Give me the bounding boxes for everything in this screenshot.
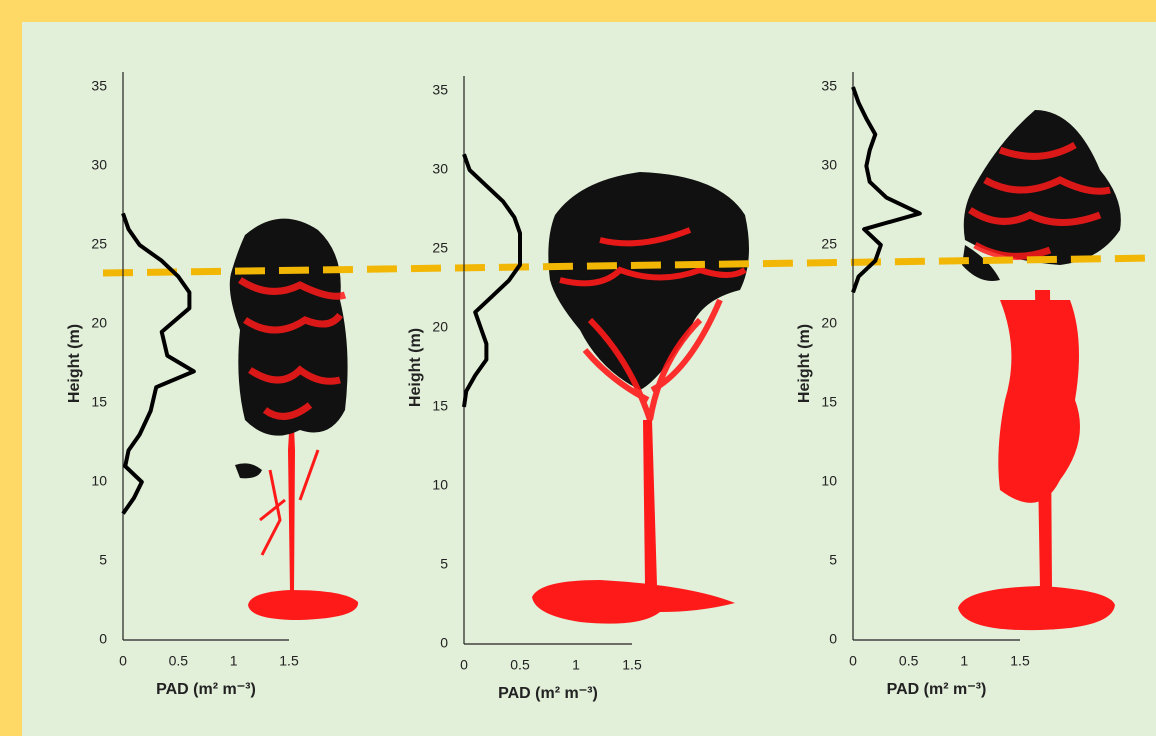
y-tick-label: 5: [99, 552, 107, 568]
x-tick-label: 1.5: [279, 653, 299, 669]
x-axis-label: PAD (m² m⁻³): [498, 685, 598, 702]
y-axis-label: Height (m): [407, 328, 424, 407]
y-tick-label: 10: [821, 473, 837, 489]
y-axis-label: Height (m): [796, 324, 813, 403]
x-tick-label: 0.5: [169, 653, 189, 669]
y-tick-label: 0: [99, 631, 107, 647]
y-tick-label: 30: [91, 157, 107, 173]
y-tick-label: 0: [829, 631, 837, 647]
y-tick-label: 35: [91, 78, 107, 94]
x-tick-label: 1: [960, 653, 968, 669]
y-tick-label: 20: [821, 315, 837, 331]
x-tick-label: 0: [849, 653, 857, 669]
x-tick-label: 1: [230, 653, 238, 669]
x-tick-label: 0.5: [510, 657, 530, 673]
y-tick-label: 10: [91, 473, 107, 489]
x-tick-label: 1: [572, 657, 580, 673]
x-tick-label: 0.5: [899, 653, 919, 669]
pad-profile: [121, 212, 196, 515]
x-tick-label: 0: [460, 657, 468, 673]
y-tick-label: 15: [821, 394, 837, 410]
y-tick-label: 35: [432, 82, 448, 98]
pad-profile: [462, 153, 522, 408]
x-axis-label: PAD (m² m⁻³): [156, 681, 256, 698]
y-tick-label: 15: [91, 394, 107, 410]
y-tick-label: 0: [440, 635, 448, 651]
x-tick-label: 0: [119, 653, 127, 669]
y-tick-label: 20: [91, 315, 107, 331]
y-tick-label: 5: [829, 552, 837, 568]
y-tick-label: 35: [821, 78, 837, 94]
y-tick-label: 25: [432, 240, 448, 256]
y-tick-label: 30: [432, 161, 448, 177]
tree-point-cloud: [532, 172, 749, 624]
x-tick-label: 1.5: [1010, 653, 1030, 669]
y-tick-label: 25: [91, 236, 107, 252]
pad-profile: [851, 86, 922, 294]
y-tick-label: 25: [821, 236, 837, 252]
y-tick-label: 10: [432, 477, 448, 493]
y-tick-label: 20: [432, 319, 448, 335]
tree-point-cloud: [958, 110, 1121, 631]
x-axis-label: PAD (m² m⁻³): [887, 681, 987, 698]
y-tick-label: 15: [432, 398, 448, 414]
x-tick-label: 1.5: [622, 657, 642, 673]
y-tick-label: 5: [440, 556, 448, 572]
y-tick-label: 30: [821, 157, 837, 173]
y-axis-label: Height (m): [66, 324, 83, 403]
panel-background: [22, 22, 1156, 736]
